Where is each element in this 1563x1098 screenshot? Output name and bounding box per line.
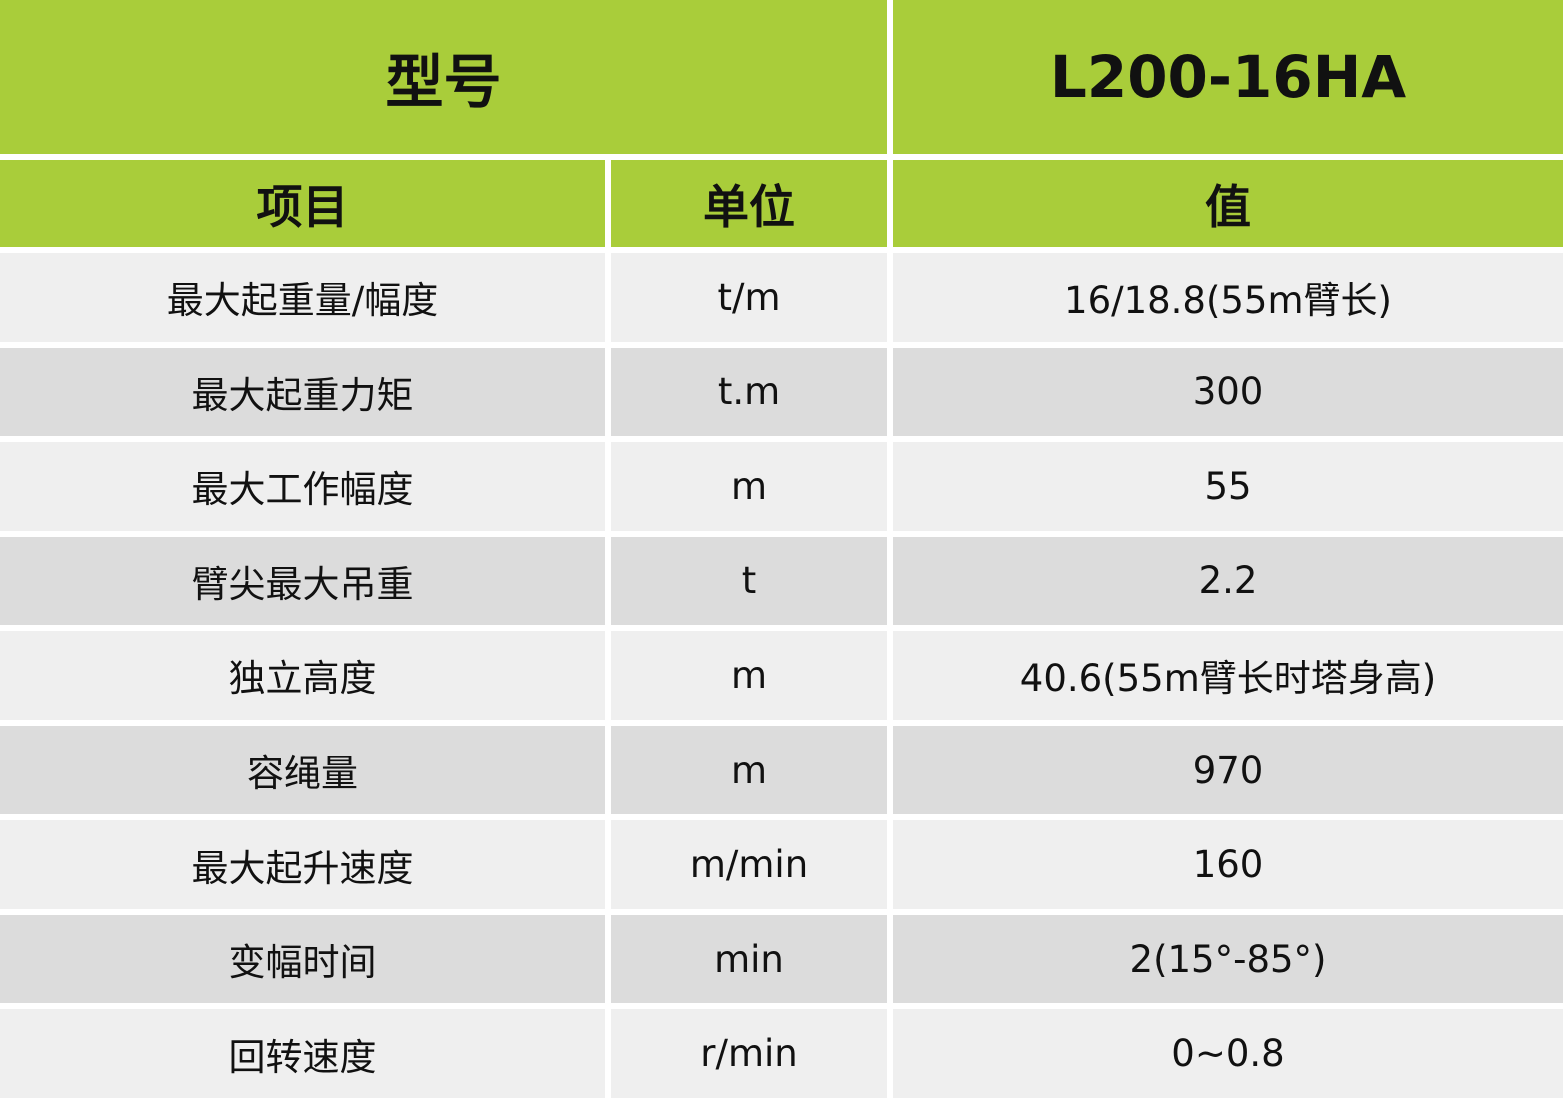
table-cell: 最大起升速度 — [0, 820, 605, 909]
table-cell: t — [611, 536, 887, 626]
table-cell: t.m — [611, 347, 887, 437]
table-cell: 最大起重力矩 — [0, 347, 605, 437]
table-cell: 容绳量 — [0, 725, 605, 815]
table-cell: m/min — [611, 820, 887, 909]
table-cell: m — [611, 442, 887, 531]
table-cell: m — [611, 725, 887, 815]
model-value: L200-16HA — [893, 0, 1563, 154]
table-cell: 最大工作幅度 — [0, 442, 605, 531]
column-header: 值 — [893, 160, 1563, 247]
table-cell: 2.2 — [893, 536, 1563, 626]
table-cell: 40.6(55m臂长时塔身高) — [893, 631, 1563, 720]
table-cell: 独立高度 — [0, 631, 605, 720]
table-cell: 臂尖最大吊重 — [0, 536, 605, 626]
table-cell: 55 — [893, 442, 1563, 531]
table-cell: 最大起重量/幅度 — [0, 253, 605, 342]
table-cell: 160 — [893, 820, 1563, 909]
table-cell: 16/18.8(55m臂长) — [893, 253, 1563, 342]
model-label: 型号 — [0, 0, 887, 154]
table-cell: 970 — [893, 725, 1563, 815]
table-cell: r/min — [611, 1009, 887, 1098]
table-cell: 0~0.8 — [893, 1009, 1563, 1098]
column-header: 项目 — [0, 160, 605, 247]
table-cell: 变幅时间 — [0, 914, 605, 1004]
table-cell: m — [611, 631, 887, 720]
table-cell: t/m — [611, 253, 887, 342]
column-header: 单位 — [611, 160, 887, 247]
table-cell: 回转速度 — [0, 1009, 605, 1098]
table-cell: 300 — [893, 347, 1563, 437]
table-cell: min — [611, 914, 887, 1004]
table-cell: 2(15°-85°) — [893, 914, 1563, 1004]
